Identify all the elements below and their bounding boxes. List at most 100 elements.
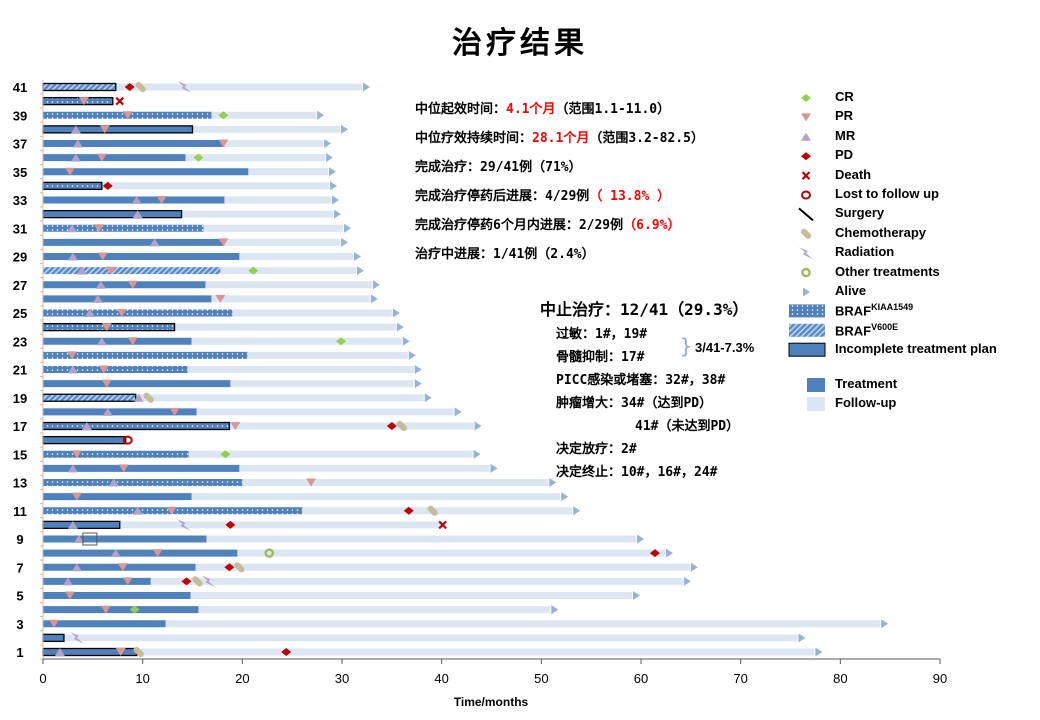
pr-triangle <box>127 337 138 346</box>
death-marker <box>115 96 125 106</box>
x-tick-label: 70 <box>733 671 747 686</box>
followup-bar <box>101 182 330 190</box>
y-tick-label: 3 <box>16 617 23 632</box>
mr-triangle <box>81 422 92 430</box>
pd-diamond <box>181 577 192 586</box>
alive-arrow <box>362 82 370 92</box>
patient-row-34 <box>42 181 330 191</box>
chemo-marker <box>427 505 438 516</box>
legend-item-other-label: Other treatments <box>835 264 940 279</box>
pr-marker <box>101 379 112 388</box>
cr-marker <box>248 266 259 275</box>
mr-marker <box>62 577 73 586</box>
cr-marker <box>336 337 347 346</box>
legend-item-death-icon <box>801 171 811 180</box>
pr-marker <box>71 492 82 501</box>
treatment-bar <box>43 606 199 614</box>
pr-triangle <box>100 605 111 614</box>
cr-diamond <box>248 266 259 275</box>
alive-arrow <box>353 252 361 261</box>
pd-diamond <box>124 83 135 91</box>
alive-marker <box>332 195 340 205</box>
pr-triangle <box>71 492 82 501</box>
mr-triangle <box>108 478 119 487</box>
mr-marker <box>110 549 121 558</box>
pr-marker <box>127 280 138 289</box>
x-tick-label: 60 <box>634 671 648 686</box>
median-onset-label: 中位起效时间： <box>415 102 507 117</box>
treatment-bar <box>43 196 225 204</box>
pr-triangle <box>122 577 133 586</box>
mr-marker <box>132 506 143 515</box>
legend-item-kiaa1549-label: BRAFKIAA1549 <box>835 302 913 318</box>
mr-marker <box>102 407 113 416</box>
alive-arrow <box>330 181 338 191</box>
y-tick-label: 17 <box>13 419 27 434</box>
legend-text: Lost to follow up <box>835 186 939 201</box>
pr-triangle <box>99 125 110 134</box>
followup-bar <box>302 507 573 515</box>
mr-triangle <box>76 266 87 275</box>
alive-marker <box>473 449 481 459</box>
alive-marker <box>633 591 641 600</box>
legend-item-death-label: Death <box>835 167 871 182</box>
pd-diamond <box>224 563 235 572</box>
pr-marker <box>99 125 110 134</box>
treatment-bar <box>43 281 206 289</box>
alive-marker <box>474 421 482 431</box>
mr-triangle <box>67 520 78 529</box>
treatment-bar <box>43 450 189 458</box>
followup-bar <box>119 521 443 529</box>
progression-after-value: （ 13.8% ） <box>589 189 671 204</box>
followup-bar <box>230 380 414 388</box>
mr-marker <box>73 535 84 543</box>
pr-marker <box>218 238 229 247</box>
mr-marker <box>84 309 95 317</box>
alive-arrow <box>454 407 462 417</box>
alive-marker <box>881 619 889 629</box>
x-tick-label: 90 <box>933 671 947 686</box>
patient-row-2 <box>42 633 798 643</box>
alive-marker <box>665 548 673 558</box>
pr-marker <box>169 407 180 416</box>
treatment-bar <box>43 563 196 571</box>
legend-superscript: V600E <box>871 321 899 332</box>
alive-arrow <box>370 294 378 304</box>
treatment-bar <box>43 140 225 147</box>
alive-arrow <box>414 379 422 389</box>
y-tick-label: 13 <box>13 476 27 491</box>
alive-marker <box>573 506 581 516</box>
surgery-line <box>798 207 814 222</box>
legend-item-pd-icon <box>801 152 811 161</box>
pr-triangle <box>98 365 109 374</box>
pd-marker <box>224 563 235 572</box>
pr-triangle <box>115 648 126 656</box>
y-tick-label: 39 <box>13 108 27 123</box>
pr-marker <box>105 266 116 275</box>
legend-item-radiation-icon <box>799 247 813 260</box>
followup-bar <box>206 535 637 543</box>
annotation-box <box>82 532 98 546</box>
radiation-marker <box>201 575 216 588</box>
mr-marker <box>67 252 78 261</box>
chemo-pill <box>143 392 154 403</box>
y-tick-label: 27 <box>13 278 27 293</box>
cr-diamond <box>129 605 140 614</box>
cr-diamond <box>220 450 231 459</box>
discontinued-allergy: 过敏：1#，19# <box>556 327 648 342</box>
legend-item-followup-label: Follow-up <box>835 395 896 410</box>
pr-triangle <box>101 379 112 388</box>
alive-marker <box>341 124 349 134</box>
x-tick-label: 20 <box>235 671 249 686</box>
alive-arrow <box>396 322 404 332</box>
progression-6m-label: 完成治疗停药6个月内进展：2/29例 <box>415 218 624 233</box>
alive-marker <box>683 576 691 586</box>
followup-bar <box>224 238 341 246</box>
patient-row-17 <box>42 421 474 431</box>
pr-triangle <box>215 294 226 303</box>
legend-text: MR <box>835 127 856 143</box>
treatment-bar <box>42 435 127 445</box>
patient-row-6 <box>43 577 683 585</box>
legend-text: PD <box>835 147 854 163</box>
